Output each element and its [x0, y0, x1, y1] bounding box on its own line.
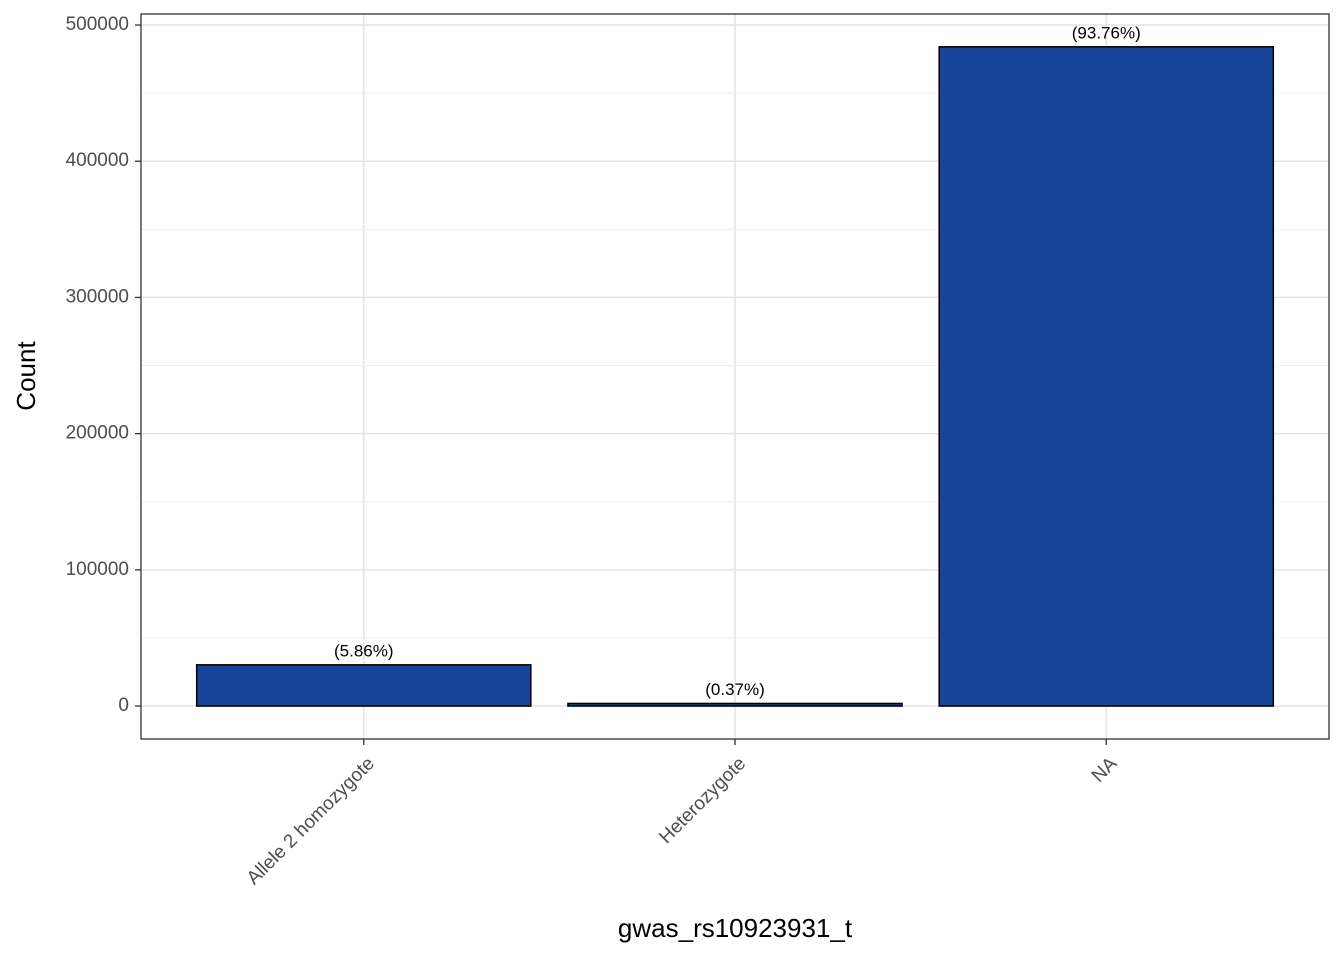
marks: (5.86%) (0.37%) (93.76%) [195, 23, 1275, 707]
bar [938, 46, 1275, 707]
bar [195, 664, 532, 707]
y-tick-label: 200000 [66, 423, 129, 444]
x-axis-title: gwas_rs10923931_t [618, 913, 853, 943]
bar-label: (5.86%) [334, 641, 394, 660]
y-tick-label: 500000 [66, 14, 129, 35]
y-tick-label: 300000 [66, 286, 129, 307]
bar [567, 702, 903, 707]
bar-label: (93.76%) [1072, 23, 1141, 42]
y-axis-title: Count [11, 341, 41, 411]
y-tick-label: 0 [118, 695, 129, 716]
y-tick-label: 400000 [66, 150, 129, 171]
y-tick-label: 100000 [66, 559, 129, 580]
bar-label: (0.37%) [705, 680, 765, 699]
